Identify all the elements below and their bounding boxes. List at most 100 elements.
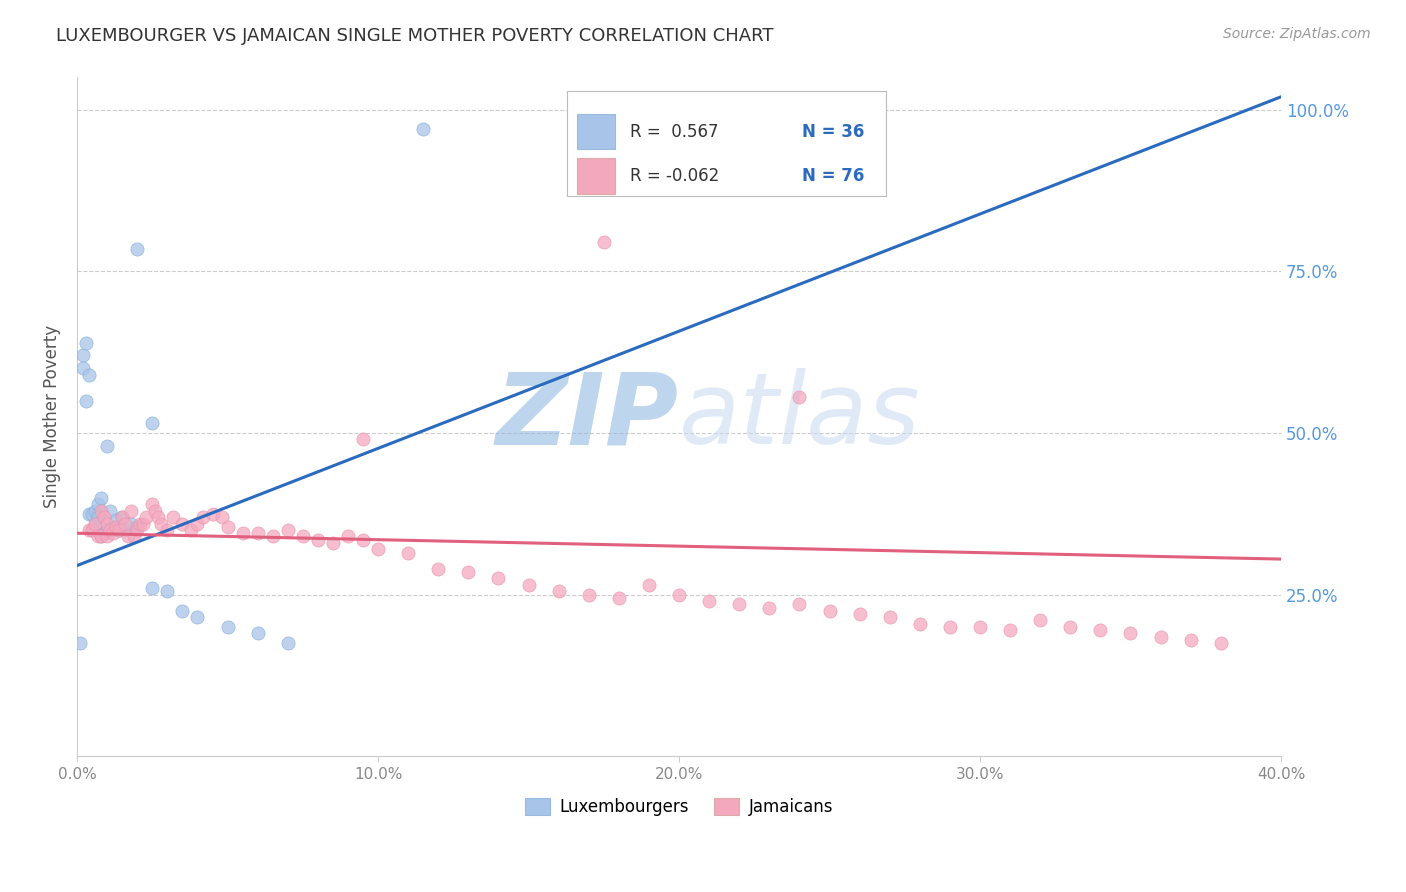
Point [108,523,131,537]
Point [72,361,94,376]
Point [848,607,870,621]
Point [1090,623,1112,637]
Point [84,516,107,531]
Point [789,391,811,405]
Point [87,529,110,543]
Point [96,523,118,537]
Point [96,529,118,543]
Point [84,503,107,517]
Y-axis label: Single Mother Poverty: Single Mother Poverty [44,326,60,508]
Point [132,516,155,531]
Text: R = -0.062: R = -0.062 [630,167,718,185]
Point [668,588,690,602]
Point [186,516,208,531]
Point [82,507,104,521]
Point [69,636,91,650]
Point [114,516,136,531]
Point [517,578,540,592]
Point [217,620,239,634]
Point [84,516,107,531]
Point [98,503,121,517]
Point [90,529,112,543]
Point [998,623,1021,637]
Point [1149,630,1171,644]
FancyBboxPatch shape [576,114,616,149]
Point [96,516,118,531]
Point [162,510,184,524]
Point [82,523,104,537]
Point [322,536,344,550]
Point [412,122,434,136]
Point [87,510,110,524]
Point [246,526,269,541]
Point [75,335,97,350]
Point [77,368,100,382]
Point [124,529,146,543]
Point [1059,620,1081,634]
Point [262,529,284,543]
Point [77,523,100,537]
Point [148,510,170,524]
Point [93,526,115,541]
Point [98,523,121,537]
Point [87,497,110,511]
Point [105,520,128,534]
Point [457,565,479,579]
Point [105,513,128,527]
FancyBboxPatch shape [567,91,886,196]
Point [93,510,115,524]
Point [211,510,233,524]
Point [1029,614,1052,628]
Point [108,523,131,537]
Point [578,588,600,602]
Point [697,594,720,608]
Text: atlas: atlas [679,368,921,466]
Point [90,491,112,505]
Point [150,516,173,531]
Point [120,503,142,517]
Text: R =  0.567: R = 0.567 [630,123,718,141]
Point [277,636,299,650]
Point [201,507,224,521]
Text: LUXEMBOURGER VS JAMAICAN SINGLE MOTHER POVERTY CORRELATION CHART: LUXEMBOURGER VS JAMAICAN SINGLE MOTHER P… [56,27,773,45]
Point [818,604,841,618]
Point [1119,626,1142,640]
Point [1180,632,1202,647]
Point [592,235,614,250]
Point [156,523,179,537]
Point [607,591,630,605]
Point [193,510,215,524]
Point [728,598,751,612]
Point [72,348,94,362]
Point [141,497,163,511]
Point [127,242,149,256]
Text: N = 76: N = 76 [801,167,865,185]
Point [129,516,152,531]
Point [156,584,179,599]
Point [396,546,419,560]
Point [75,393,97,408]
Point [908,616,931,631]
Point [180,523,202,537]
Point [307,533,329,547]
Point [90,503,112,517]
Point [114,523,136,537]
Point [127,523,149,537]
Point [103,526,125,541]
Point [367,542,389,557]
Point [291,529,314,543]
Point [141,581,163,595]
Point [232,526,254,541]
Point [789,598,811,612]
Point [217,520,239,534]
Text: ZIP: ZIP [496,368,679,466]
Point [186,610,208,624]
Point [336,529,359,543]
Point [135,510,157,524]
Point [277,523,299,537]
Point [111,510,134,524]
Point [103,520,125,534]
Point [172,516,194,531]
Text: N = 36: N = 36 [801,123,865,141]
Point [127,520,149,534]
